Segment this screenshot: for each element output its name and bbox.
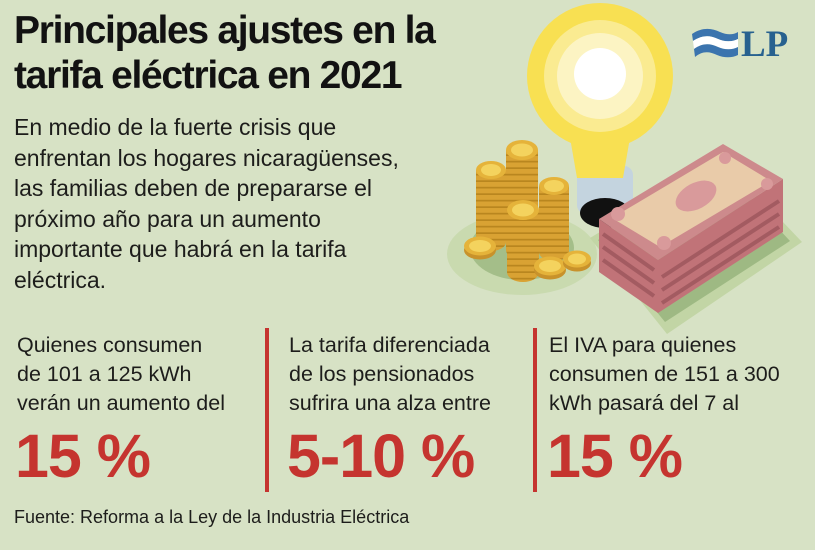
coin-stacks-icon [476, 140, 569, 282]
source-credit: Fuente: Reforma a la Ley de la Industria… [14, 507, 410, 527]
loose-coins-icon [464, 236, 591, 280]
nicaragua-flag-icon [692, 28, 738, 58]
money-stack-icon [599, 144, 783, 313]
stat-value: 15 % [15, 422, 151, 490]
stat-text: La tarifa diferenciada de los pensionado… [289, 333, 491, 415]
stat-iva-151-300: El IVA para quienes consumen de 151 a 30… [547, 331, 780, 490]
stat-value: 5-10 % [287, 422, 475, 490]
stat-tarifa-pensionados: La tarifa diferenciada de los pensionado… [287, 331, 491, 490]
red-divider [265, 328, 269, 492]
light-bulb-icon [527, 3, 673, 228]
la-prensa-logo: LP [690, 24, 788, 64]
stat-text: El IVA para quienes consumen de 151 a 30… [549, 333, 780, 415]
stat-value: 15 % [547, 422, 683, 490]
intro-text: En medio de la fuerte crisis que enfrent… [14, 114, 399, 293]
stat-text: Quienes consumen de 101 a 125 kWh verán … [17, 333, 225, 415]
stats-section: Quienes consumen de 101 a 125 kWh verán … [0, 328, 815, 500]
electricity-cost-illustration [447, 3, 802, 334]
stat-consumo-101-125: Quienes consumen de 101 a 125 kWh verán … [15, 331, 225, 490]
red-divider [533, 328, 537, 492]
page-title: Principales ajustes en la tarifa eléctri… [14, 9, 436, 97]
logo-text: LP [741, 23, 789, 65]
